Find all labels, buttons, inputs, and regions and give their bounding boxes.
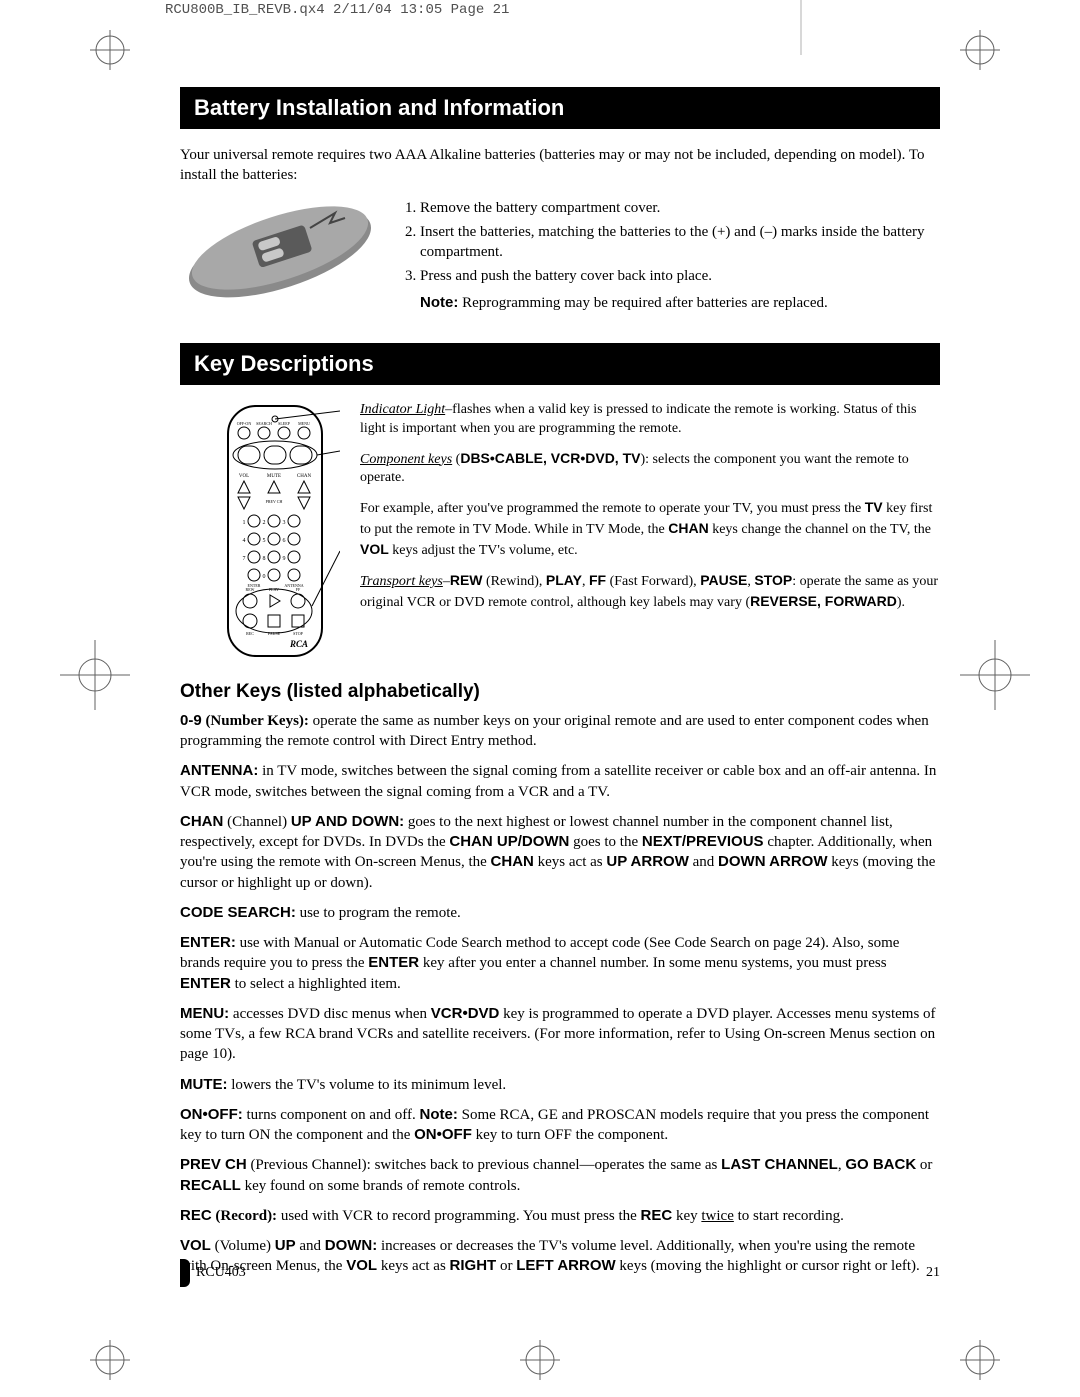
battery-intro: Your universal remote requires two AAA A… <box>180 145 940 186</box>
footer-page-number: 21 <box>926 1265 940 1281</box>
battery-steps: Remove the battery compartment cover. In… <box>400 198 940 313</box>
page: RCU800B_IB_REVB.qx4 2/11/04 13:05 Page 2… <box>0 0 1080 1397</box>
crop-mark-bl <box>90 1340 130 1380</box>
battery-step-1: Remove the battery compartment cover. <box>420 198 940 218</box>
footer-left: RCU403 <box>180 1259 246 1287</box>
fold-mark-top <box>800 0 802 55</box>
svg-text:REW: REW <box>246 587 255 592</box>
running-header: RCU800B_IB_REVB.qx4 2/11/04 13:05 Page 2… <box>165 2 509 18</box>
section-header-keys: Key Descriptions <box>180 343 940 385</box>
remote-back-illustration <box>180 198 380 308</box>
other-keys-list: 0-9 (Number Keys): operate the same as n… <box>180 711 940 1277</box>
svg-text:REC: REC <box>246 631 254 636</box>
key-desc-section: OFF-ON SEARCH SLEEP MENU VOL MUTE CHAN PREV C… <box>180 401 940 661</box>
svg-text:STOP: STOP <box>293 631 303 636</box>
svg-text:8: 8 <box>263 556 266 562</box>
crop-mark-tr <box>960 30 1000 70</box>
crop-mark-br <box>960 1340 1000 1380</box>
svg-text:VOL: VOL <box>239 474 249 479</box>
crop-mark-ml <box>60 640 130 710</box>
svg-text:MENU: MENU <box>298 421 310 426</box>
key-menu: MENU: accesses DVD disc menus when VCR•D… <box>180 1004 940 1065</box>
page-footer: RCU403 21 <box>180 1259 940 1287</box>
remote-front-illustration: OFF-ON SEARCH SLEEP MENU VOL MUTE CHAN PREV C… <box>210 401 340 661</box>
key-code-search: CODE SEARCH: use to program the remote. <box>180 903 940 923</box>
svg-text:SLEEP: SLEEP <box>278 421 291 426</box>
section-header-battery: Battery Installation and Information <box>180 87 940 129</box>
svg-text:PREV CH: PREV CH <box>266 499 283 504</box>
svg-text:0: 0 <box>263 574 266 580</box>
svg-text:5: 5 <box>263 538 266 544</box>
battery-step-3: Press and push the battery cover back in… <box>420 266 940 286</box>
key-antenna: ANTENNA: in TV mode, switches between th… <box>180 761 940 802</box>
svg-text:7: 7 <box>243 556 246 562</box>
key-enter: ENTER: use with Manual or Automatic Code… <box>180 933 940 994</box>
crop-mark-mr <box>960 640 1030 710</box>
component-example: For example, after you've programmed the… <box>360 498 940 561</box>
svg-text:OFF-ON: OFF-ON <box>237 421 252 426</box>
key-onoff: ON•OFF: turns component on and off. Note… <box>180 1105 940 1146</box>
svg-text:PAUSE: PAUSE <box>268 631 281 636</box>
battery-note: Note: Reprogramming may be required afte… <box>400 293 940 313</box>
content-area: Battery Installation and Information You… <box>180 75 940 1287</box>
key-rec: REC (Record): used with VCR to record pr… <box>180 1206 940 1226</box>
svg-text:SEARCH: SEARCH <box>256 421 272 426</box>
component-keys-desc: Component keys (DBS•CABLE, VCR•DVD, TV):… <box>360 449 940 489</box>
svg-text:FF: FF <box>296 587 301 592</box>
footer-model: RCU403 <box>196 1265 246 1281</box>
other-keys-heading: Other Keys (listed alphabetically) <box>180 681 940 703</box>
svg-text:6: 6 <box>283 538 286 544</box>
svg-text:RCA: RCA <box>289 639 308 649</box>
svg-text:2: 2 <box>263 520 266 526</box>
svg-text:CHAN: CHAN <box>297 474 312 479</box>
transport-keys-desc: Transport keys–REW (Rewind), PLAY, FF (F… <box>360 571 940 613</box>
key-0-9: 0-9 (Number Keys): operate the same as n… <box>180 711 940 752</box>
svg-text:4: 4 <box>243 538 246 544</box>
battery-step-2: Insert the batteries, matching the batte… <box>420 222 940 263</box>
key-prev-ch: PREV CH (Previous Channel): switches bac… <box>180 1155 940 1196</box>
crop-mark-tl <box>90 30 130 70</box>
indicator-light-desc: Indicator Light–flashes when a valid key… <box>360 401 940 439</box>
battery-section: Remove the battery compartment cover. In… <box>180 198 940 313</box>
svg-text:MUTE: MUTE <box>267 474 281 479</box>
svg-text:9: 9 <box>283 556 286 562</box>
crop-mark-bc <box>520 1340 560 1380</box>
svg-text:ANTENNA: ANTENNA <box>284 583 303 588</box>
svg-text:1: 1 <box>243 520 246 526</box>
tab-icon <box>180 1259 190 1287</box>
key-chan: CHAN (Channel) UP AND DOWN: goes to the … <box>180 812 940 893</box>
key-desc-text: Indicator Light–flashes when a valid key… <box>360 401 940 623</box>
key-mute: MUTE: lowers the TV's volume to its mini… <box>180 1075 940 1095</box>
svg-text:3: 3 <box>283 520 286 526</box>
